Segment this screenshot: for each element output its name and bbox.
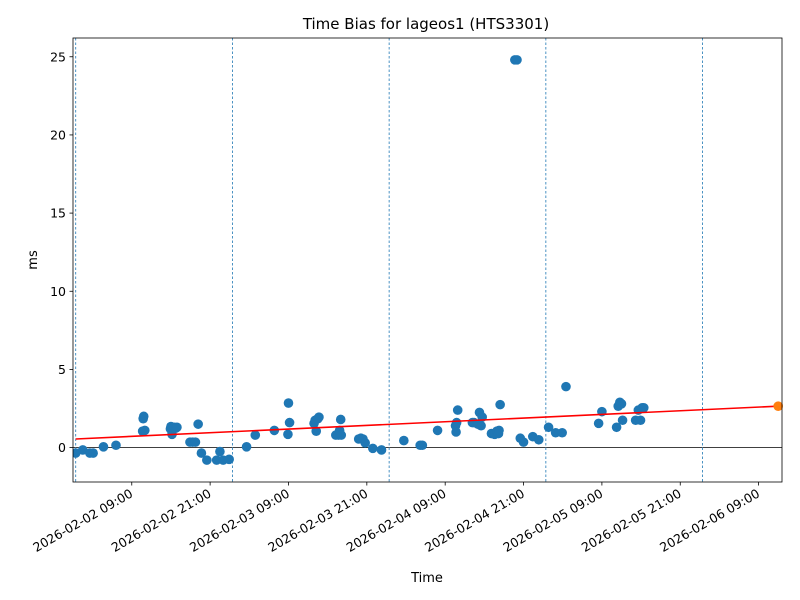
data-point: [543, 422, 554, 433]
highlight-point: [773, 401, 783, 411]
data-point: [518, 437, 529, 447]
data-point: [593, 418, 604, 429]
data-point: [417, 440, 428, 451]
data-point: [533, 434, 544, 445]
data-point: [284, 417, 295, 428]
data-point: [451, 417, 462, 428]
data-point: [283, 429, 293, 440]
x-axis-label: Time: [410, 571, 443, 586]
data-point: [512, 55, 522, 65]
data-point: [224, 454, 234, 465]
data-point: [138, 411, 149, 422]
data-point: [193, 419, 203, 429]
data-point: [196, 448, 207, 458]
data-point: [452, 405, 463, 415]
y-axis-label: ms: [26, 250, 41, 270]
data-point: [98, 442, 109, 452]
y-tick-label: 0: [58, 440, 66, 455]
data-point: [635, 415, 646, 426]
y-tick-label: 25: [50, 49, 66, 64]
y-tick-label: 10: [50, 284, 66, 299]
data-point: [241, 442, 252, 452]
data-point: [476, 420, 486, 431]
data-point: [617, 415, 628, 426]
data-point: [172, 422, 182, 433]
data-point: [451, 427, 461, 437]
data-point: [202, 455, 212, 465]
data-point: [494, 425, 504, 436]
data-point: [557, 427, 567, 438]
data-point: [336, 430, 347, 440]
data-point: [250, 430, 261, 440]
y-tick-label: 15: [50, 206, 66, 221]
data-point: [190, 437, 201, 447]
series-points: [73, 55, 649, 465]
data-point: [88, 448, 98, 458]
plot-frame: [72, 37, 783, 483]
data-point: [561, 381, 571, 392]
data-point: [399, 435, 409, 446]
data-point: [611, 422, 622, 433]
data-point: [368, 443, 378, 454]
data-point: [335, 414, 346, 425]
data-point: [111, 440, 121, 451]
data-point: [283, 398, 294, 408]
data-point: [432, 425, 443, 436]
y-tick-label: 20: [50, 127, 66, 142]
trend-line: [75, 405, 779, 440]
chart-title: Time Bias for lageos1 (HTS3301): [302, 15, 549, 33]
data-point: [638, 402, 649, 413]
data-point: [140, 425, 150, 436]
data-point: [311, 426, 322, 436]
data-point: [360, 438, 370, 448]
data-point: [215, 446, 225, 457]
data-point: [314, 412, 324, 422]
data-point: [616, 399, 627, 409]
data-point: [376, 445, 387, 455]
y-tick-label: 5: [58, 362, 66, 377]
data-point: [495, 399, 505, 410]
